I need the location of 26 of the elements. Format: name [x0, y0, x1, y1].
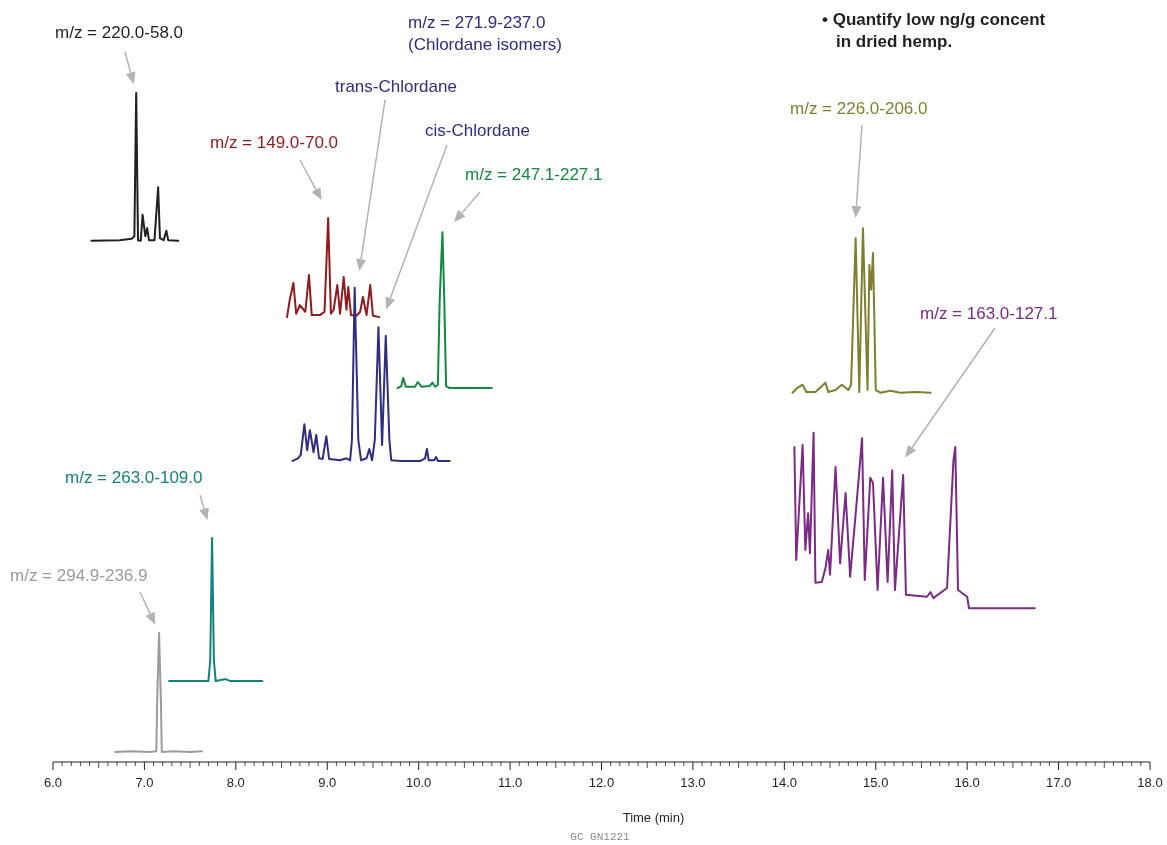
x-tick-label: 16.0	[954, 775, 980, 790]
x-tick-label: 13.0	[680, 775, 706, 790]
x-tick-label: 9.0	[318, 775, 337, 790]
annotation: m/z = 220.0-58.0	[55, 23, 184, 42]
annotation: m/z = 163.0-127.1	[920, 304, 1058, 323]
x-axis-title: Time (min)	[622, 810, 685, 825]
x-tick-label: 15.0	[863, 775, 889, 790]
x-tick-label: 12.0	[588, 775, 615, 790]
annotation: m/z = 294.9-236.9	[10, 566, 148, 585]
x-tick-label: 14.0	[771, 775, 797, 790]
x-tick-label: 10.0	[406, 775, 432, 790]
x-tick-label: 7.0	[135, 775, 154, 790]
annotation: m/z = 263.0-109.0	[65, 468, 203, 487]
text: • Quantify low ng/g concent in dried hemp.	[822, 10, 1046, 52]
x-tick-label: 11.0	[497, 775, 523, 790]
x-tick-label: 18.0	[1137, 775, 1163, 790]
annotation: m/z = 149.0-70.0	[210, 133, 339, 152]
annotation: m/z = 247.1-227.1	[465, 165, 603, 184]
annotation: cis-Chlordane	[425, 121, 530, 140]
x-tick-label: 6.0	[43, 775, 63, 790]
text: GC GN1221	[570, 831, 631, 843]
x-tick-label: 17.0	[1045, 775, 1072, 790]
annotation: trans-Chlordane	[335, 77, 457, 96]
text: m/z = 271.9-237.0 (Chlordane isomers)	[408, 13, 562, 55]
annotation: m/z = 226.0-206.0	[790, 99, 928, 118]
x-tick-label: 8.0	[226, 775, 245, 790]
